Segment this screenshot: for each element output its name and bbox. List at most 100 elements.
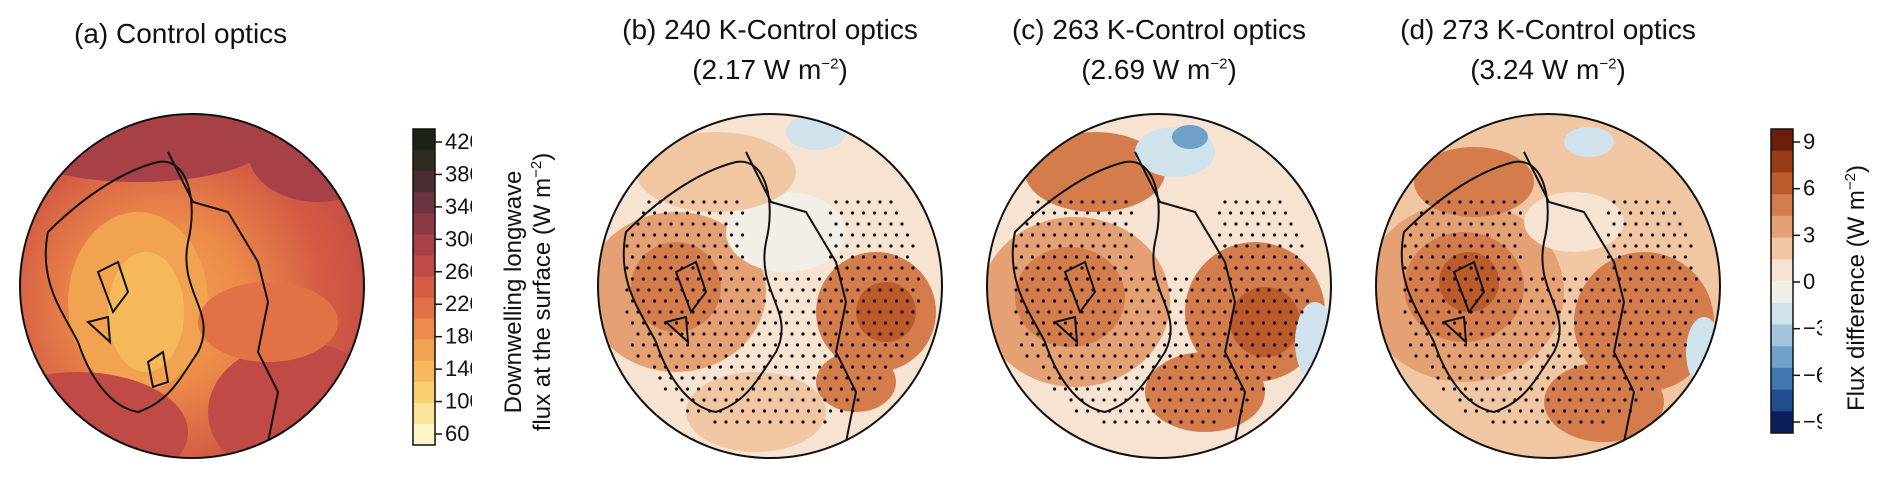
stipple-dot (1524, 398, 1528, 402)
stipple-dot (1601, 376, 1605, 380)
stipple-dot (1157, 310, 1161, 314)
stipple-dot (1573, 277, 1578, 281)
stipple-dot (1063, 343, 1068, 347)
stipple-dot (652, 233, 657, 237)
stipple-dot (1091, 244, 1095, 248)
stipple-dot (1639, 211, 1644, 215)
panel-c-title: (c) 263 K-Control optics (2.69 W m−2) (1011, 14, 1307, 85)
stipple-dot (1469, 266, 1473, 270)
stipple-dot (702, 376, 706, 380)
stipple-dot (1634, 200, 1638, 204)
stipple-dot (713, 398, 717, 402)
stipple-dot (779, 288, 783, 292)
stipple-dot (680, 200, 684, 204)
stipple-dot (806, 387, 811, 391)
stipple-dot (1469, 354, 1473, 358)
stipple-dot (724, 420, 728, 424)
stipple-dot (1518, 233, 1523, 237)
stipple-dot (1524, 354, 1528, 358)
stipple-dot (1129, 321, 1134, 325)
stipple-dot (889, 244, 893, 248)
stipple-dot (872, 387, 877, 391)
stipple-dot (1107, 233, 1112, 237)
stipple-dot (1267, 354, 1271, 358)
colorbar-swatch (1771, 259, 1793, 282)
stipple-dot (1645, 266, 1649, 270)
stipple-dot (1606, 299, 1611, 303)
stipple-dot (669, 332, 673, 336)
stipple-dot (856, 332, 860, 336)
stipple-dot (1129, 343, 1134, 347)
stipple-dot (801, 310, 805, 314)
diff-colorbar: 9 6 3 0 −3 −6 −9 (1770, 128, 1822, 434)
stipple-dot (1623, 310, 1627, 314)
stipple-dot (878, 200, 882, 204)
stipple-dot (1612, 398, 1616, 402)
stipple-dot (1107, 211, 1112, 215)
stipple-dot (1151, 409, 1156, 413)
stipple-dot (1107, 277, 1112, 281)
stipple-dot (1513, 244, 1517, 248)
stipple-dot (867, 354, 871, 358)
stipple-dot (795, 277, 800, 281)
stipple-dot (1091, 222, 1095, 226)
stipple-dot (878, 376, 882, 380)
stipple-dot (1579, 354, 1583, 358)
stipple-dot (1124, 420, 1128, 424)
stipple-dot (1452, 387, 1457, 391)
stipple-dot (1485, 255, 1490, 259)
stipple-dot (1085, 343, 1090, 347)
stipple-dot (1601, 354, 1605, 358)
stipple-dot (1179, 310, 1183, 314)
stipple-dot (779, 376, 783, 380)
stipple-dot (1678, 222, 1682, 226)
stipple-dot (806, 277, 811, 281)
stipple-dot (1645, 310, 1649, 314)
stipple-dot (1058, 200, 1062, 204)
stipple-dot (1184, 277, 1189, 281)
stipple-dot (1496, 299, 1501, 303)
stipple-dot (669, 354, 673, 358)
stipple-dot (751, 321, 756, 325)
stipple-dot (1584, 387, 1589, 391)
stipple-dot (1689, 244, 1693, 248)
stipple-dot (1140, 387, 1145, 391)
stipple-dot (1041, 321, 1046, 325)
stipple-dot (1507, 387, 1512, 391)
stipple-dot (1063, 299, 1068, 303)
stipple-dot (1124, 200, 1128, 204)
stipple-dot (1256, 310, 1260, 314)
colorbar-swatch (413, 339, 435, 362)
colorbar-tick-label: 340 (445, 194, 472, 219)
stipple-dot (1228, 255, 1233, 259)
stipple-dot (1063, 211, 1068, 215)
stipple-dot (1568, 288, 1572, 292)
stipple-dot (658, 310, 662, 314)
stipple-dot (1234, 398, 1238, 402)
stipple-dot (751, 343, 756, 347)
stipple-dot (1151, 277, 1156, 281)
stipple-dot (1113, 354, 1117, 358)
stipple-dot (1102, 288, 1106, 292)
stipple-dot (1595, 409, 1600, 413)
stipple-dot (1019, 255, 1024, 259)
stipple-dot (1179, 376, 1183, 380)
stipple-dot (663, 343, 668, 347)
stipple-dot (636, 266, 640, 270)
stipple-dot (1041, 277, 1046, 281)
flux-colorbar-label: Downwelling longwave flux at the surface… (500, 152, 556, 432)
stipple-dot (1118, 387, 1123, 391)
stipple-dot (1201, 376, 1205, 380)
stipple-dot (1162, 277, 1167, 281)
stipple-dot (834, 288, 838, 292)
stipple-dot (1206, 343, 1211, 347)
stipple-dot (746, 310, 750, 314)
stipple-dot (872, 211, 877, 215)
stipple-dot (1485, 343, 1490, 347)
stipple-dot (1250, 233, 1255, 237)
stipple-dot (900, 266, 904, 270)
stipple-dot (861, 365, 866, 369)
stipple-dot (1529, 321, 1534, 325)
stipple-dot (1557, 398, 1561, 402)
stipple-dot (916, 299, 921, 303)
